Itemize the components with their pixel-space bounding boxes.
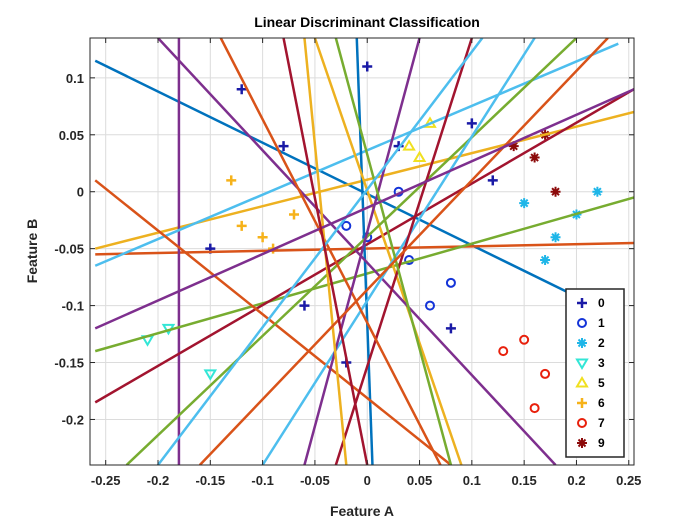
data-point-class-6 bbox=[236, 220, 247, 231]
y-tick-label: -0.1 bbox=[62, 299, 84, 314]
data-point-class-3 bbox=[203, 369, 218, 381]
legend: 0 1 2 3 5 6 7 9 bbox=[565, 288, 625, 458]
y-tick-label: 0.1 bbox=[66, 71, 84, 86]
legend-marker-3 bbox=[575, 358, 589, 370]
y-tick-label: -0.15 bbox=[54, 356, 84, 371]
legend-marker-0 bbox=[577, 298, 587, 308]
data-point-class-0 bbox=[299, 300, 310, 311]
boundary-line bbox=[303, 38, 421, 465]
legend-label-2: 2 bbox=[598, 336, 605, 350]
boundary-line bbox=[94, 59, 619, 319]
boundary-line bbox=[313, 38, 463, 465]
x-tick-label: -0.05 bbox=[300, 473, 330, 488]
x-tick-label: 0.15 bbox=[511, 473, 536, 488]
data-point-class-0 bbox=[278, 141, 289, 152]
legend-marker-9 bbox=[577, 438, 587, 448]
data-point-class-0 bbox=[362, 61, 373, 72]
y-tick-label: -0.05 bbox=[54, 242, 84, 257]
y-tick-label: -0.2 bbox=[62, 412, 84, 427]
boundary-lines bbox=[94, 38, 634, 465]
boundary-line bbox=[125, 38, 578, 465]
data-point-class-1 bbox=[445, 277, 456, 288]
boundary-line bbox=[157, 38, 484, 465]
legend-box bbox=[565, 288, 625, 458]
legend-marker-1 bbox=[577, 318, 587, 328]
data-point-class-9 bbox=[508, 141, 519, 152]
y-axis-label: Feature B bbox=[24, 219, 40, 284]
y-axis-ticks: 0.1 0.05 0 -0.05 -0.1 -0.15 -0.2 bbox=[54, 71, 634, 427]
boundary-line bbox=[198, 38, 609, 465]
chart-title: Linear Discriminant Classification bbox=[254, 14, 480, 30]
data-point-class-2 bbox=[519, 198, 530, 209]
boundary-line bbox=[334, 38, 453, 465]
data-point-class-2 bbox=[550, 232, 561, 243]
data-point-class-7 bbox=[540, 368, 551, 379]
data-point-class-7 bbox=[529, 403, 540, 414]
data-point-class-0 bbox=[487, 175, 498, 186]
y-tick-label: 0 bbox=[77, 185, 84, 200]
legend-label-1: 1 bbox=[598, 316, 605, 330]
x-tick-label: 0.1 bbox=[463, 473, 481, 488]
data-point-class-0 bbox=[466, 118, 477, 129]
legend-label-7: 7 bbox=[598, 416, 605, 430]
data-point-class-7 bbox=[519, 334, 530, 345]
boundary-line bbox=[219, 38, 442, 465]
boundary-line bbox=[157, 38, 557, 465]
data-point-class-2 bbox=[540, 255, 551, 266]
boundary-line bbox=[355, 38, 374, 465]
x-tick-label: 0 bbox=[364, 473, 371, 488]
x-tick-label: -0.1 bbox=[251, 473, 273, 488]
boundary-line bbox=[261, 38, 536, 465]
x-tick-label: 0.25 bbox=[616, 473, 641, 488]
legend-label-3: 3 bbox=[598, 356, 605, 370]
data-point-class-0 bbox=[236, 84, 247, 95]
data-point-class-9 bbox=[529, 152, 540, 163]
x-tick-label: 0.05 bbox=[407, 473, 432, 488]
plot-frame bbox=[89, 37, 635, 466]
legend-label-0: 0 bbox=[598, 296, 605, 310]
data-point-class-5 bbox=[412, 150, 427, 163]
x-axis-ticks: -0.25 -0.2 -0.15 -0.1 -0.05 0 0.05 0.1 0.15 0.2 0.… bbox=[91, 38, 641, 488]
data-point-class-2 bbox=[592, 186, 603, 197]
x-tick-label: -0.25 bbox=[91, 473, 121, 488]
boundary-line bbox=[94, 88, 634, 330]
x-axis-label: Feature A bbox=[330, 503, 394, 519]
data-point-class-1 bbox=[341, 220, 352, 231]
data-point-class-1 bbox=[425, 300, 435, 311]
data-point-class-9 bbox=[550, 186, 561, 197]
x-tick-label: -0.15 bbox=[195, 473, 225, 488]
data-point-class-0 bbox=[445, 323, 456, 334]
data-point-class-5 bbox=[402, 139, 416, 151]
boundary-line bbox=[94, 179, 452, 465]
data-point-class-7 bbox=[498, 346, 509, 357]
legend-marker-2 bbox=[577, 338, 587, 348]
x-tick-label: 0.2 bbox=[567, 473, 585, 488]
legend-marker-5 bbox=[575, 376, 589, 388]
legend-label-5: 5 bbox=[598, 376, 605, 390]
legend-label-6: 6 bbox=[598, 396, 605, 410]
data-point-class-6 bbox=[226, 175, 237, 186]
legend-marker-6 bbox=[577, 398, 587, 408]
data-point-class-6 bbox=[257, 232, 268, 243]
boundary-line bbox=[282, 38, 369, 465]
y-tick-label: 0.05 bbox=[59, 128, 84, 143]
data-point-class-6 bbox=[289, 209, 299, 220]
legend-marker-7 bbox=[577, 418, 587, 428]
legend-label-9: 9 bbox=[598, 436, 605, 450]
x-tick-label: -0.2 bbox=[147, 473, 169, 488]
